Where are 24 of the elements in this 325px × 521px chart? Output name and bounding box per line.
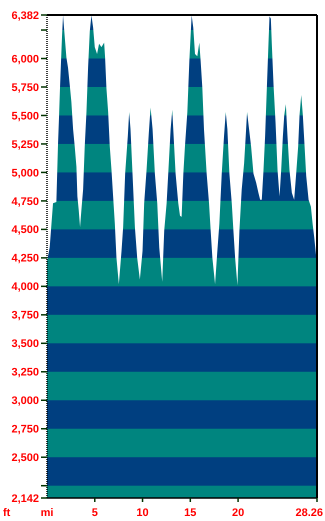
y-tick-label: 5,500 <box>11 110 39 122</box>
y-axis-title: ft <box>3 507 11 519</box>
y-tick-label: 3,500 <box>11 338 39 350</box>
y-tick-label: 6,382 <box>11 10 39 22</box>
x-tick-label: 20 <box>232 507 244 519</box>
y-tick-label: 6,000 <box>11 53 39 66</box>
y-tick-label: 5,750 <box>11 82 39 94</box>
x-tick-label: 10 <box>136 507 149 519</box>
y-tick-label: 3,000 <box>11 395 39 408</box>
y-tick-label: 3,250 <box>11 366 39 379</box>
x-axis-title: mi <box>40 507 54 519</box>
y-tick-label: 4,500 <box>11 224 39 236</box>
y-tick-label: 2,750 <box>11 424 39 436</box>
x-tick-label: 28.26 <box>295 507 323 519</box>
y-tick-label: 3,750 <box>11 310 39 322</box>
x-tick-label: 5 <box>92 507 98 519</box>
y-tick-label: 2,500 <box>11 452 39 464</box>
y-tick-label: 2,142 <box>11 492 39 505</box>
x-tick-label: 15 <box>184 507 196 519</box>
y-tick-label: 4,750 <box>11 196 39 208</box>
y-tick-label: 5,000 <box>11 167 39 180</box>
y-tick-label: 5,250 <box>11 138 39 151</box>
y-tick-label: 4,000 <box>11 281 39 294</box>
y-tick-label: 4,250 <box>11 252 39 265</box>
